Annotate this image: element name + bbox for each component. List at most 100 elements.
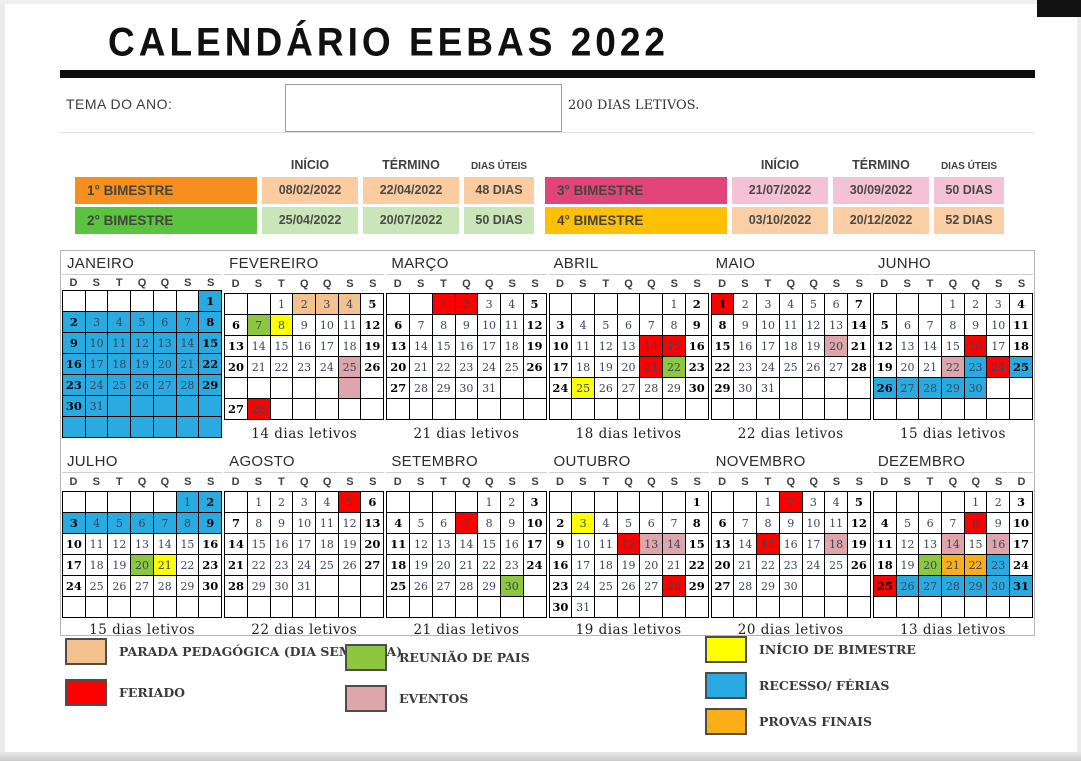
legend-item: FERIADO (65, 679, 402, 706)
day-cell: 25 (107, 374, 132, 396)
day-cell: 7 (733, 512, 758, 534)
day-cell: 14 (918, 335, 943, 357)
empty-day-cell (710, 398, 735, 420)
empty-day-cell (152, 395, 177, 417)
day-cell: 27 (824, 356, 848, 378)
day-cell: 14 (175, 332, 200, 354)
weekday-label: Q (137, 276, 147, 289)
empty-day-cell (662, 596, 686, 618)
bimester-inicio: 25/04/2022 (262, 207, 358, 234)
day-cell: 20 (360, 533, 385, 555)
day-cell: 3 (756, 293, 780, 315)
day-cell: 21 (918, 356, 943, 378)
day-cell: 14 (246, 335, 271, 357)
empty-day-cell (756, 398, 780, 420)
empty-day-cell (639, 293, 664, 315)
day-cell: 24 (62, 575, 86, 597)
empty-day-cell (269, 377, 294, 399)
weekday-label: Q (971, 476, 981, 488)
day-cell: 27 (130, 575, 154, 597)
week-row: 18 19 20 21 22 23 24 (386, 554, 547, 576)
day-cell: 1 (431, 293, 456, 315)
day-cell: 3 (62, 512, 86, 534)
day-cell: 23 (292, 356, 317, 378)
empty-day-cell (941, 491, 965, 513)
day-cell: 25 (593, 575, 618, 597)
day-cell: 9 (548, 533, 573, 555)
day-cell: 6 (895, 314, 920, 336)
empty-day-cell (292, 377, 317, 399)
day-cell: 24 (986, 356, 1011, 378)
day-cell: 27 (895, 377, 920, 399)
empty-day-cell (130, 290, 154, 312)
day-cell: 8 (175, 512, 200, 534)
day-cell: 31 (1009, 575, 1033, 597)
day-cell: 11 (593, 533, 618, 555)
dias-uteis-header: DIAS ÚTEIS (940, 161, 998, 172)
day-cell: 5 (616, 512, 641, 534)
day-cell: 23 (198, 554, 223, 576)
dias-letivos-label: 15 dias letivos (89, 622, 196, 638)
day-cell: 27 (431, 575, 456, 597)
day-cell: 22 (662, 356, 686, 378)
weekday-label: Q (948, 476, 958, 488)
page-edge-right (1077, 0, 1081, 761)
legend-label: RECESSO/ FÉRIAS (759, 678, 890, 693)
empty-day-cell (175, 416, 200, 438)
day-cell: 24 (548, 377, 573, 399)
day-cell: 23 (778, 554, 803, 576)
day-cell: 14 (941, 533, 965, 555)
empty-day-cell (846, 575, 871, 597)
empty-day-cell (224, 293, 248, 315)
day-cell: 17 (292, 533, 317, 555)
tema-do-ano-input[interactable] (285, 84, 562, 120)
month-day-grid: 1 2 3 4 5 6 7 8 9 10 11 12 13 14 15 16 17 18 19 20 21 22 23 24 2… (386, 491, 547, 618)
day-cell: 2 (548, 512, 573, 534)
weekday-label: Q (322, 476, 332, 488)
day-cell: 16 (778, 533, 803, 555)
week-row: 27 28 29 30 (710, 575, 871, 597)
day-cell: 8 (941, 314, 965, 336)
dias-letivos-label (62, 438, 222, 448)
day-cell: 25 (499, 356, 524, 378)
day-cell: 1 (246, 491, 271, 513)
legend-item: RECESSO/ FÉRIAS (705, 672, 916, 699)
day-cell: 20 (130, 554, 154, 576)
day-cell: 13 (152, 332, 177, 354)
day-cell: 23 (548, 575, 573, 597)
day-cell: 4 (386, 512, 411, 534)
day-cell: 11 (1009, 314, 1033, 336)
day-cell: 17 (756, 335, 780, 357)
week-row: 6 7 8 9 10 11 12 (386, 314, 547, 336)
day-cell: 8 (662, 314, 686, 336)
month-day-grid: 1 2 3 4 5 6 7 8 9 10 11 12 13 14 15 16 17 18 19 20 21 22 23 24 2… (62, 491, 223, 618)
dias-letivos-label: 14 dias letivos (251, 426, 358, 442)
month-title: DEZEMBRO (872, 450, 1033, 473)
week-row: 1 (548, 491, 709, 513)
day-cell: 15 (963, 533, 988, 555)
inicio-header: INÍCIO (760, 158, 800, 172)
week-row: 20 21 22 23 24 25 26 (224, 356, 385, 378)
empty-day-cell (175, 290, 200, 312)
day-cell: 13 (431, 533, 456, 555)
day-cell: 21 (246, 356, 271, 378)
empty-day-cell (431, 398, 456, 420)
day-cell: 31 (477, 377, 501, 399)
day-cell: 24 (477, 356, 501, 378)
day-cell: 18 (337, 335, 362, 357)
day-cell: 10 (986, 314, 1011, 336)
week-row: 8 9 10 11 12 13 14 (710, 314, 871, 336)
empty-day-cell (224, 377, 248, 399)
month-title: JULHO (62, 450, 223, 473)
legend-label: REUNIÃO DE PAIS (399, 650, 530, 665)
day-cell: 25 (315, 554, 339, 576)
tan-swatch (65, 638, 107, 665)
day-cell: 10 (292, 512, 317, 534)
day-cell: 2 (963, 293, 988, 315)
empty-day-cell (62, 596, 86, 618)
day-cell: 1 (941, 293, 965, 315)
day-cell: 19 (801, 335, 826, 357)
